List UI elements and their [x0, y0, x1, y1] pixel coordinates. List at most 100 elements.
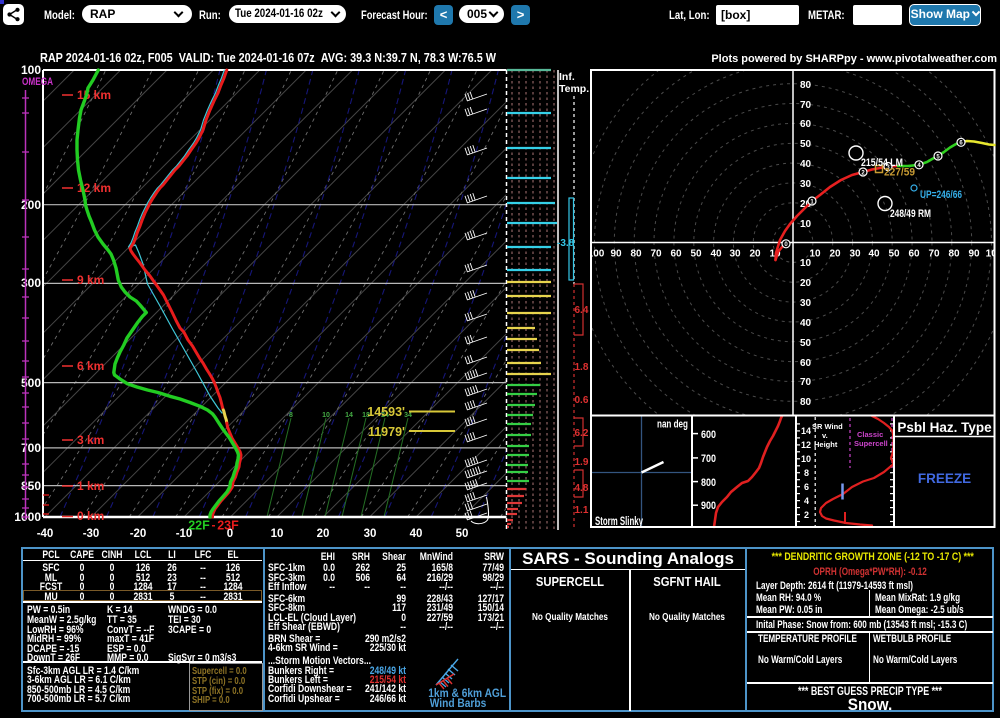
svg-text:Inf.: Inf. — [559, 71, 575, 83]
svg-text:227/59: 227/59 — [884, 167, 915, 179]
svg-text:60: 60 — [670, 249, 682, 260]
svg-text:Classic: Classic — [857, 430, 883, 439]
svg-text:1: 1 — [810, 199, 814, 205]
svg-text:14: 14 — [801, 426, 811, 436]
svg-text:5: 5 — [936, 154, 940, 160]
svg-text:9 km: 9 km — [77, 273, 104, 287]
svg-text:900: 900 — [701, 500, 716, 512]
svg-text:70: 70 — [928, 249, 940, 260]
svg-text:6 km: 6 km — [77, 359, 104, 373]
svg-text:40: 40 — [868, 249, 880, 260]
svg-text:70: 70 — [800, 100, 812, 111]
svg-text:80: 80 — [800, 397, 812, 408]
svg-text:80: 80 — [948, 249, 960, 260]
svg-text:700: 700 — [701, 453, 716, 465]
svg-text:215/54 LM: 215/54 LM — [861, 157, 903, 169]
svg-text:30: 30 — [849, 249, 861, 260]
svg-text:850: 850 — [21, 479, 41, 493]
svg-text:100: 100 — [986, 249, 1000, 260]
svg-text:3: 3 — [886, 165, 890, 171]
svg-text:6.4: 6.4 — [575, 305, 589, 316]
svg-text:1.1: 1.1 — [575, 505, 589, 516]
svg-text:3 km: 3 km — [77, 433, 104, 447]
svg-text:1 km: 1 km — [77, 479, 104, 493]
svg-text:40: 40 — [800, 159, 812, 170]
svg-text:Temp.: Temp. — [559, 83, 589, 95]
svg-text:10: 10 — [801, 454, 811, 464]
svg-text:700: 700 — [21, 441, 41, 455]
svg-text:15 km: 15 km — [77, 88, 111, 102]
svg-text:14: 14 — [345, 412, 353, 419]
svg-text:-30: -30 — [83, 528, 100, 540]
svg-text:1.8: 1.8 — [575, 362, 589, 373]
svg-text:v.: v. — [822, 431, 828, 440]
svg-text:40: 40 — [710, 249, 722, 260]
svg-text:90: 90 — [968, 249, 980, 260]
svg-text:-20: -20 — [130, 528, 147, 540]
svg-text:8: 8 — [804, 468, 809, 478]
svg-text:6: 6 — [959, 141, 963, 147]
svg-text:18: 18 — [362, 412, 370, 419]
svg-text:10: 10 — [800, 219, 812, 230]
svg-text:0: 0 — [784, 242, 788, 248]
svg-text:20: 20 — [800, 278, 812, 289]
svg-text:Height: Height — [814, 440, 838, 449]
svg-text:50: 50 — [456, 528, 469, 540]
svg-text:90: 90 — [610, 249, 622, 260]
svg-text:300: 300 — [21, 276, 41, 290]
svg-text:70: 70 — [650, 249, 662, 260]
svg-text:10: 10 — [809, 249, 821, 260]
svg-text:-3.8: -3.8 — [557, 238, 575, 249]
svg-text:14593': 14593' — [367, 405, 405, 419]
svg-text:Storm Slinky: Storm Slinky — [595, 516, 643, 528]
svg-text:Plots powered by SHARPpy - www: Plots powered by SHARPpy - www.pivotalwe… — [711, 53, 997, 65]
svg-text:-10: -10 — [176, 528, 193, 540]
svg-text:22F: 22F — [188, 519, 210, 533]
svg-text:70: 70 — [800, 377, 812, 388]
svg-text:nan deg: nan deg — [657, 419, 688, 431]
svg-text:500: 500 — [21, 376, 41, 390]
svg-text:UP=246/66: UP=246/66 — [920, 189, 962, 201]
svg-text:50: 50 — [800, 338, 812, 349]
svg-text:80: 80 — [800, 80, 812, 91]
svg-text:10: 10 — [322, 412, 330, 419]
svg-text:800: 800 — [701, 477, 716, 489]
svg-text:8: 8 — [289, 412, 293, 419]
svg-text:20: 20 — [749, 249, 761, 260]
svg-text:4: 4 — [804, 496, 809, 506]
svg-text:60: 60 — [800, 119, 812, 130]
svg-text:6.2: 6.2 — [575, 428, 589, 439]
svg-text:Psbl Haz. Type: Psbl Haz. Type — [897, 420, 992, 435]
svg-text:50: 50 — [690, 249, 702, 260]
svg-text:20: 20 — [317, 528, 330, 540]
svg-text:30: 30 — [364, 528, 377, 540]
svg-text:Supercell: Supercell — [854, 439, 888, 448]
svg-text:60: 60 — [908, 249, 920, 260]
svg-text:30: 30 — [729, 249, 741, 260]
svg-text:80: 80 — [630, 249, 642, 260]
svg-text:30: 30 — [800, 298, 812, 309]
svg-text:2: 2 — [804, 510, 809, 520]
svg-text:0.6: 0.6 — [575, 395, 589, 406]
svg-text:34: 34 — [404, 412, 412, 419]
svg-text:11979': 11979' — [368, 425, 405, 439]
svg-text:4.8: 4.8 — [575, 483, 589, 494]
svg-text:60: 60 — [800, 358, 812, 369]
svg-text:-40: -40 — [37, 528, 54, 540]
svg-text:10: 10 — [800, 258, 812, 269]
svg-text:50: 50 — [800, 139, 812, 150]
svg-text:40: 40 — [410, 528, 423, 540]
svg-text:12: 12 — [801, 440, 811, 450]
svg-text:30: 30 — [800, 179, 812, 190]
svg-text:1.9: 1.9 — [575, 457, 589, 468]
svg-text:40: 40 — [800, 318, 812, 329]
svg-text:2: 2 — [861, 170, 865, 176]
svg-text:12 km: 12 km — [77, 181, 111, 195]
svg-text:24: 24 — [381, 412, 389, 419]
svg-text:10: 10 — [271, 528, 284, 540]
svg-text:20: 20 — [800, 199, 812, 210]
svg-text:SR Wind: SR Wind — [812, 422, 843, 431]
svg-text:23F: 23F — [217, 519, 239, 533]
svg-text:0: 0 — [227, 528, 233, 540]
svg-text:RAP 2024-01-16 02z, F005 VALI: RAP 2024-01-16 02z, F005 VALID: Tue 2024… — [40, 51, 497, 65]
